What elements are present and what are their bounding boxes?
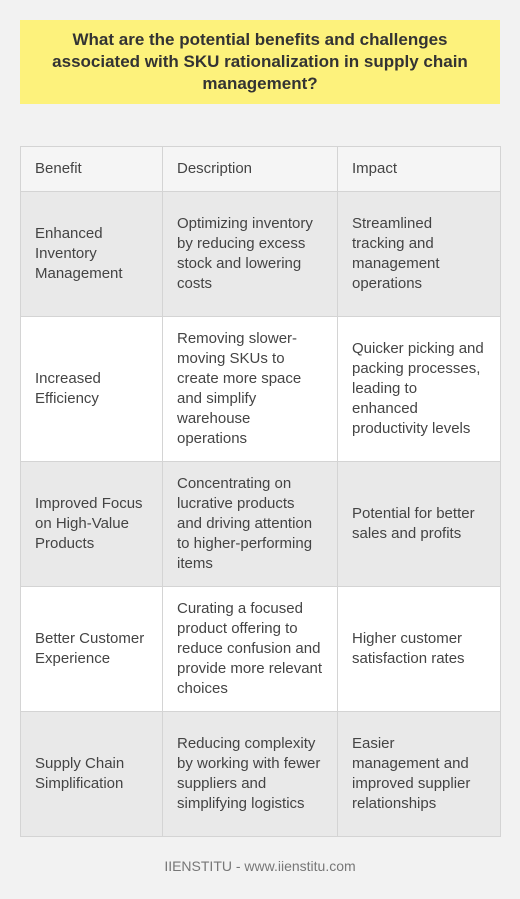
table-header-row: Benefit Description Impact [20, 146, 501, 192]
benefit-cell: Enhanced Inventory Management [20, 191, 163, 317]
impact-cell: Higher customer satisfaction rates [337, 586, 501, 712]
table-row: Enhanced Inventory Management Optimizing… [20, 191, 501, 317]
header-impact: Impact [337, 146, 501, 192]
impact-cell: Easier management and improved supplier … [337, 711, 501, 837]
header-description: Description [162, 146, 338, 192]
benefit-cell: Increased Efficiency [20, 316, 163, 462]
impact-cell: Streamlined tracking and management oper… [337, 191, 501, 317]
table-row: Improved Focus on High-Value Products Co… [20, 461, 501, 587]
description-cell: Optimizing inventory by reducing excess … [162, 191, 338, 317]
benefit-cell: Better Customer Experience [20, 586, 163, 712]
table-row: Supply Chain Simplification Reducing com… [20, 711, 501, 837]
page-title: What are the potential benefits and chal… [52, 30, 468, 93]
impact-cell: Potential for better sales and profits [337, 461, 501, 587]
description-cell: Removing slower-moving SKUs to create mo… [162, 316, 338, 462]
table-row: Better Customer Experience Curating a fo… [20, 586, 501, 712]
benefit-cell: Improved Focus on High-Value Products [20, 461, 163, 587]
description-cell: Concentrating on lucrative products and … [162, 461, 338, 587]
description-cell: Reducing complexity by working with fewe… [162, 711, 338, 837]
table-row: Increased Efficiency Removing slower-mov… [20, 316, 501, 462]
benefit-cell: Supply Chain Simplification [20, 711, 163, 837]
impact-cell: Quicker picking and packing processes, l… [337, 316, 501, 462]
header-benefit: Benefit [20, 146, 163, 192]
title-banner: What are the potential benefits and chal… [20, 20, 500, 104]
description-cell: Curating a focused product offering to r… [162, 586, 338, 712]
footer-credit: IIENSTITU - www.iienstitu.com [164, 858, 356, 874]
benefits-table: Benefit Description Impact Enhanced Inve… [20, 146, 501, 837]
